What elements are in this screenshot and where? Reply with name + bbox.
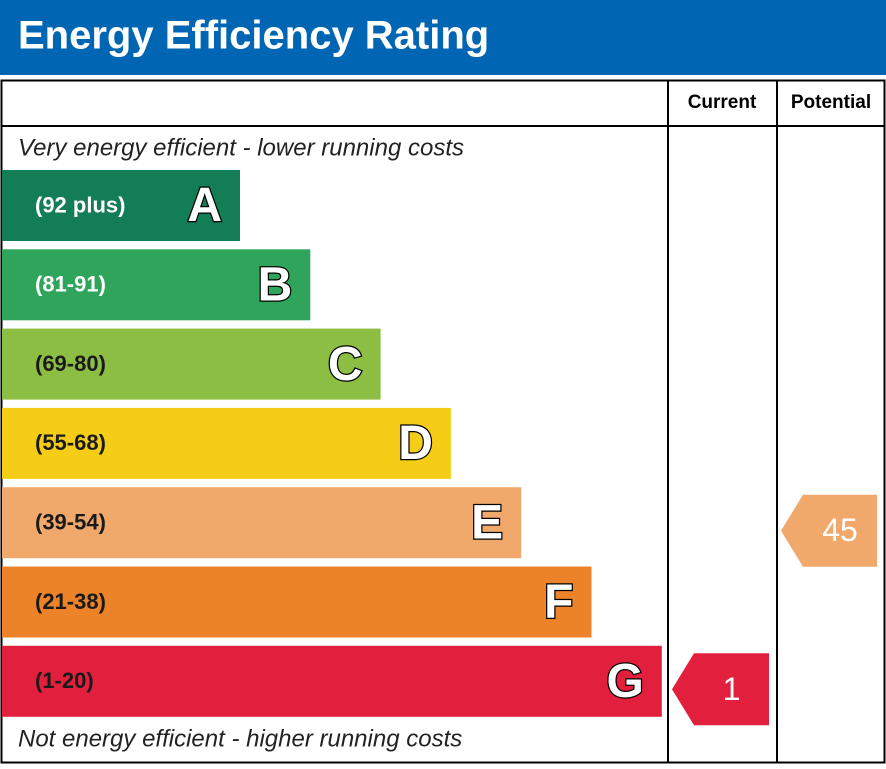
table-border xyxy=(0,79,886,764)
band-range: (21-38) xyxy=(35,589,106,614)
band-letter: D xyxy=(398,417,433,470)
band-range: (1-20) xyxy=(35,668,94,693)
band-letter: E xyxy=(471,496,503,549)
band-letter: F xyxy=(544,576,573,629)
band-letter: G xyxy=(606,655,643,708)
title: Energy Efficiency Rating xyxy=(18,14,489,58)
band-bar xyxy=(2,170,240,241)
header-bar xyxy=(0,0,886,75)
band-bar xyxy=(2,566,592,638)
band-letter: B xyxy=(258,258,293,311)
rating-arrow xyxy=(781,494,877,567)
band-bar xyxy=(2,645,662,717)
top-note: Very energy efficient - lower running co… xyxy=(18,134,464,161)
rating-value: 45 xyxy=(822,512,858,548)
rating-arrow xyxy=(672,653,769,726)
band-bar xyxy=(2,328,381,400)
band-range: (92 plus) xyxy=(35,192,125,217)
band-letter: A xyxy=(187,179,222,232)
band-bar xyxy=(2,487,522,559)
band-bar xyxy=(2,249,311,321)
band-range: (69-80) xyxy=(35,351,106,376)
band-bar xyxy=(2,407,451,479)
band-range: (39-54) xyxy=(35,510,106,535)
rating-value: 1 xyxy=(723,671,741,707)
band-range: (81-91) xyxy=(35,272,106,297)
bottom-note: Not energy efficient - higher running co… xyxy=(18,725,462,752)
column-header: Current xyxy=(688,92,757,113)
band-range: (55-68) xyxy=(35,430,106,455)
band-letter: C xyxy=(328,338,363,391)
column-header: Potential xyxy=(791,92,871,113)
